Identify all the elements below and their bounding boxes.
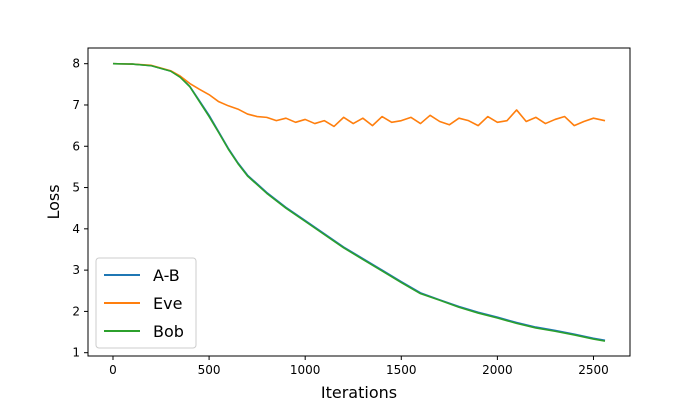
y-tick-label: 2	[72, 304, 80, 318]
legend-label-a-b: A-B	[153, 266, 180, 285]
y-tick-label: 7	[72, 98, 80, 112]
legend-label-bob: Bob	[153, 322, 184, 341]
x-tick-label: 1000	[290, 363, 321, 377]
x-tick-label: 500	[198, 363, 221, 377]
y-axis-label: Loss	[44, 184, 63, 219]
plot-area-frame	[87, 47, 631, 357]
x-ticks: 0 500 1000 1500 2000 2500	[109, 356, 609, 377]
y-ticks: 1 2 3 4 5 6 7 8	[72, 57, 88, 360]
series-layer	[112, 62, 606, 342]
legend-box	[95, 257, 197, 349]
series-line-eve	[112, 62, 606, 128]
legend: A-B Eve Bob	[95, 257, 197, 349]
y-tick-label: 8	[72, 57, 80, 71]
series-line-bob	[112, 62, 606, 342]
y-tick-label: 5	[72, 181, 80, 195]
x-tick-label: 2000	[482, 363, 513, 377]
x-tick-label: 0	[109, 363, 117, 377]
x-tick-label: 2500	[578, 363, 609, 377]
y-tick-label: 6	[72, 139, 80, 153]
x-axis-label: Iterations	[321, 383, 397, 400]
y-tick-label: 3	[72, 263, 80, 277]
y-tick-label: 4	[72, 222, 80, 236]
x-tick-label: 1500	[386, 363, 417, 377]
legend-label-eve: Eve	[153, 294, 182, 313]
y-tick-label: 1	[72, 346, 80, 360]
